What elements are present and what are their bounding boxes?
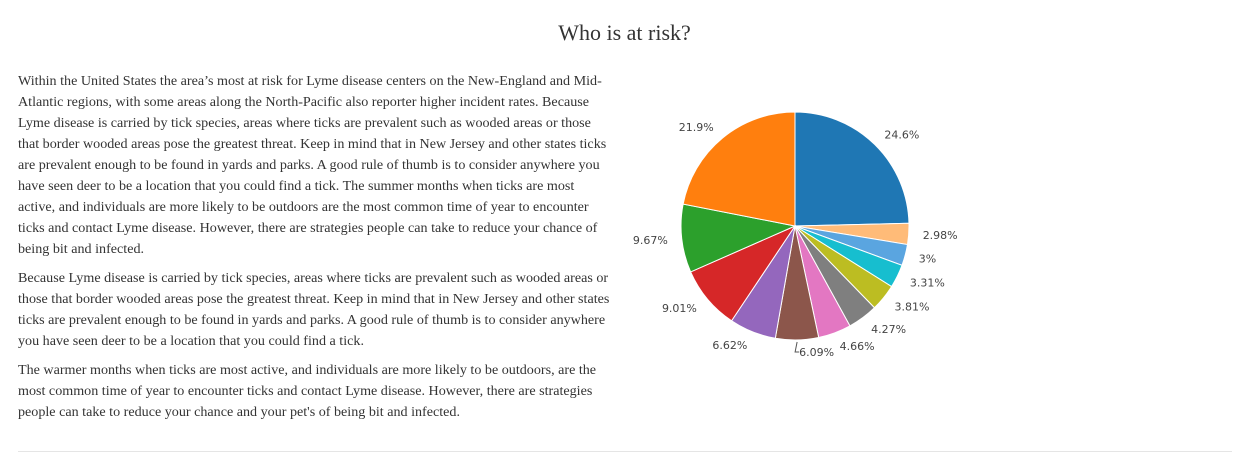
slice-label: 4.66% <box>840 340 875 353</box>
leader-layer <box>794 341 800 353</box>
slice-label: 9.01% <box>662 302 697 315</box>
pie-slice <box>794 111 910 227</box>
pie-slice <box>682 111 796 227</box>
pie-svg: 24.6% 2.98% 3% 3.31% 3.81% 4.27% 4.66% 6.09% 6.6… <box>633 111 958 359</box>
slice-label: 6.62% <box>712 339 747 352</box>
article-text: Within the United States the area’s most… <box>18 71 614 431</box>
leader-line <box>794 341 800 353</box>
slice-label: 9.67% <box>633 234 668 247</box>
paragraph-intro: Within the United States the area’s most… <box>18 73 607 257</box>
risk-pie-chart: 24.6% 2.98% 3% 3.31% 3.81% 4.27% 4.66% 6.09% 6.6… <box>620 80 1000 380</box>
section-divider <box>18 451 1232 452</box>
slice-label: 3% <box>919 253 936 266</box>
slice-label: 6.09% <box>799 346 834 359</box>
paragraph-season: The warmer months when ticks are most ac… <box>18 362 597 420</box>
slice-label: 3.81% <box>895 301 930 314</box>
slice-label: 4.27% <box>871 323 906 336</box>
page-title: Who is at risk? <box>558 20 691 45</box>
paragraph-habitat: Because Lyme disease is carried by tick … <box>18 270 610 349</box>
slice-label: 2.98% <box>923 229 958 242</box>
slice-label: 24.6% <box>884 128 919 141</box>
slice-label: 3.31% <box>910 276 945 289</box>
slice-label: 21.9% <box>679 121 714 134</box>
slice-layer <box>680 111 910 341</box>
label-layer: 24.6% 2.98% 3% 3.31% 3.81% 4.27% 4.66% 6.09% 6.6… <box>633 121 958 359</box>
